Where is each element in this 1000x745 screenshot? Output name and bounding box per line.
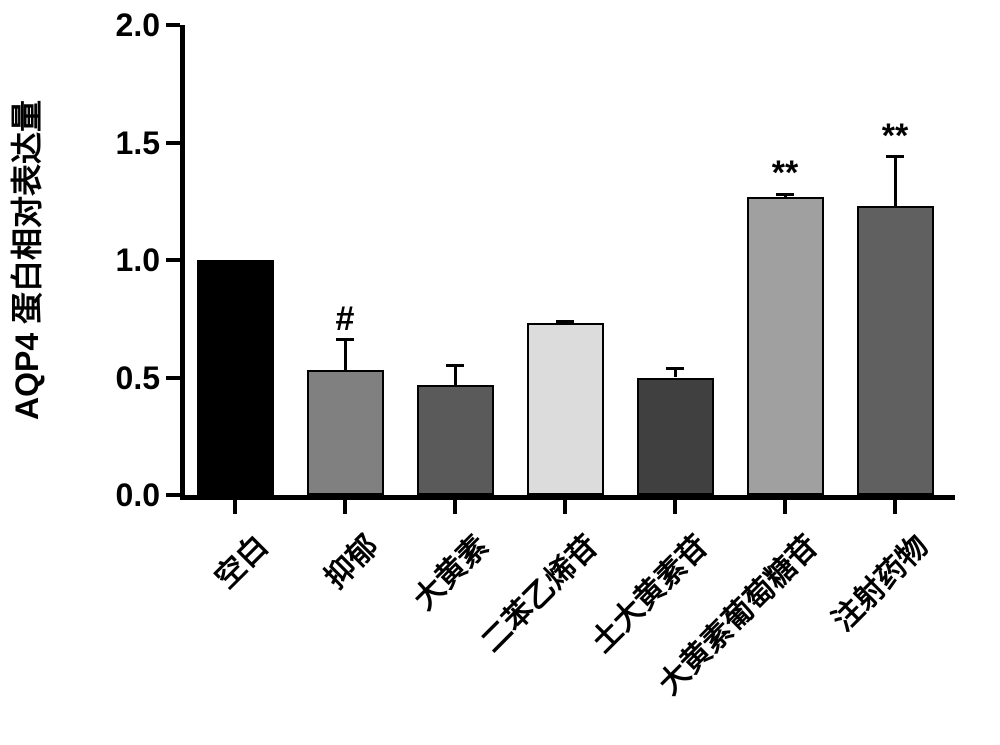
bar-annotation: ** <box>865 117 925 156</box>
x-tick <box>673 500 677 514</box>
y-tick <box>166 23 180 27</box>
chart-container: AQP4 蛋白相对表达量 0.0 0.5 1.0 1.5 2.0 空白 # 抑郁大黄素二苯乙烯… <box>0 0 1000 745</box>
y-tick-label: 0.5 <box>116 360 160 397</box>
x-tick <box>233 500 237 514</box>
bar-annotation: # <box>315 300 375 339</box>
error-bar-cap <box>556 320 574 323</box>
y-tick-label: 1.5 <box>116 125 160 162</box>
error-bar-cap <box>666 367 684 370</box>
x-tick <box>453 500 457 514</box>
bar <box>417 385 494 495</box>
y-tick <box>166 258 180 262</box>
x-tick <box>563 500 567 514</box>
y-tick <box>166 141 180 145</box>
x-tick-label: 空白 <box>203 523 277 597</box>
bar <box>857 206 934 495</box>
y-tick-label: 2.0 <box>116 7 160 44</box>
bar <box>747 197 824 495</box>
error-bar-stem <box>454 366 457 385</box>
x-tick-label: 抑郁 <box>313 523 387 597</box>
error-bar-stem <box>344 340 347 371</box>
y-tick-label: 0.0 <box>116 477 160 514</box>
bar <box>307 370 384 495</box>
y-tick <box>166 376 180 380</box>
bar <box>197 260 274 495</box>
error-bar-stem <box>894 157 897 206</box>
y-tick-label: 1.0 <box>116 242 160 279</box>
x-tick-label: 二苯乙烯苷 <box>469 523 606 660</box>
x-tick <box>783 500 787 514</box>
y-axis-label: AQP4 蛋白相对表达量 <box>2 100 48 420</box>
bar <box>527 323 604 495</box>
x-tick <box>893 500 897 514</box>
error-bar-cap <box>446 364 464 367</box>
bar-annotation: ** <box>755 154 815 193</box>
x-tick-label: 注射药物 <box>820 523 936 639</box>
x-tick <box>343 500 347 514</box>
bar <box>637 378 714 496</box>
x-tick-label: 大黄素 <box>401 523 496 618</box>
y-tick <box>166 493 180 497</box>
